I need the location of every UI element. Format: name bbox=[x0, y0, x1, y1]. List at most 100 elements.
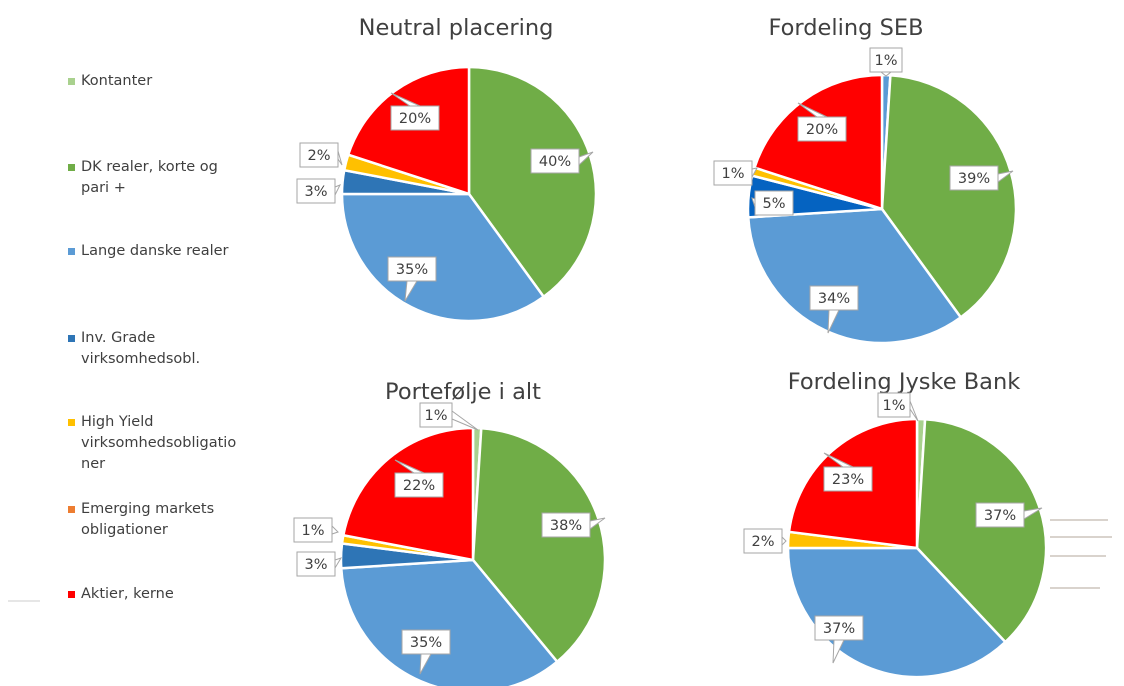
label-text: 2% bbox=[751, 534, 774, 550]
data-label: 1% bbox=[293, 517, 339, 543]
legend-swatch bbox=[68, 506, 75, 513]
legend-swatch bbox=[68, 78, 75, 85]
label-text: 1% bbox=[301, 523, 324, 539]
label-text: 3% bbox=[304, 557, 327, 573]
legend-label: DK realer, korte og pari + bbox=[81, 159, 218, 196]
legend-label: Emerging markets obligationer bbox=[81, 501, 215, 538]
label-box bbox=[541, 512, 591, 538]
label-text: 1% bbox=[721, 166, 744, 182]
label-text: 1% bbox=[424, 408, 447, 424]
legend-item-aktier-kerne: Aktier, kerne bbox=[68, 584, 268, 605]
label-text: 1% bbox=[874, 53, 897, 69]
pie-chart-portefolje-i-alt: Portefølje i alt 1% 38% 35% 3% 1% 22% bbox=[293, 379, 607, 686]
legend-label: Aktier, kerne bbox=[81, 586, 174, 602]
legend-swatch bbox=[68, 164, 75, 171]
label-text: 35% bbox=[396, 262, 428, 278]
label-box bbox=[390, 105, 440, 131]
data-label: 2% bbox=[743, 528, 787, 554]
label-box bbox=[797, 116, 847, 142]
label-box bbox=[869, 47, 903, 73]
legend-item-kontanter: Kontanter bbox=[68, 71, 268, 92]
data-label: 37% bbox=[975, 502, 1043, 528]
label-text: 22% bbox=[403, 478, 435, 494]
pie-chart-fordeling-seb: Fordeling SEB 1% 39% 34% 5% 1% 20% bbox=[713, 15, 1018, 345]
data-label: 40% bbox=[530, 148, 594, 174]
legend-swatch bbox=[68, 591, 75, 598]
label-box bbox=[293, 517, 333, 543]
data-label: 1% bbox=[869, 47, 903, 77]
label-box bbox=[401, 629, 451, 655]
chart-title: Portefølje i alt bbox=[385, 379, 541, 405]
legend-item-lange-danske-realer: Lange danske realer bbox=[68, 241, 268, 262]
label-text: 1% bbox=[882, 398, 905, 414]
label-text: 40% bbox=[539, 154, 571, 170]
label-box bbox=[809, 285, 859, 311]
data-label: 37% bbox=[814, 615, 864, 664]
label-box bbox=[296, 551, 336, 577]
pie-slice bbox=[915, 417, 1048, 644]
pie-slice bbox=[786, 546, 1008, 679]
label-text: 3% bbox=[304, 184, 327, 200]
legend-label: Inv. Grade virksomhedsobl. bbox=[81, 330, 201, 367]
chart-title: Neutral placering bbox=[359, 15, 554, 41]
data-label: 1% bbox=[877, 392, 919, 422]
label-box bbox=[814, 615, 864, 641]
pie-slice bbox=[752, 73, 884, 211]
pie-chart-neutral-placering: Neutral placering 40% 35% 3% 2% 20% bbox=[296, 15, 598, 323]
label-text: 2% bbox=[307, 148, 330, 164]
label-text: 20% bbox=[399, 111, 431, 127]
data-label: 3% bbox=[296, 178, 342, 204]
label-text: 35% bbox=[410, 635, 442, 651]
label-text: 37% bbox=[823, 621, 855, 637]
data-label: 3% bbox=[296, 551, 343, 577]
legend-label: Lange danske realer bbox=[81, 243, 229, 259]
label-box bbox=[713, 160, 753, 186]
label-box bbox=[394, 472, 444, 498]
label-text: 20% bbox=[806, 122, 838, 138]
chart-title: Fordeling SEB bbox=[768, 15, 923, 41]
pie-slice bbox=[339, 558, 559, 686]
label-box bbox=[530, 148, 580, 174]
label-box bbox=[877, 392, 911, 418]
label-text: 5% bbox=[762, 196, 785, 212]
data-label: 34% bbox=[809, 285, 859, 334]
data-label: 1% bbox=[419, 402, 479, 431]
legend-label: Kontanter bbox=[81, 73, 153, 89]
data-label: 38% bbox=[541, 512, 606, 538]
label-pointer bbox=[781, 535, 787, 547]
label-text: 39% bbox=[958, 171, 990, 187]
data-label: 39% bbox=[949, 165, 1014, 191]
legend-swatch bbox=[68, 248, 75, 255]
label-box bbox=[823, 466, 873, 492]
legend-item-inv-grade: Inv. Grade virksomhedsobl. bbox=[68, 328, 268, 370]
legend-item-emerging-markets: Emerging markets obligationer bbox=[68, 499, 268, 541]
legend-label: High Yield virksomhedsobligatio ner bbox=[81, 414, 237, 472]
label-pointer bbox=[337, 150, 343, 166]
chart-title: Fordeling Jyske Bank bbox=[788, 369, 1021, 395]
pie-slice bbox=[340, 192, 546, 323]
label-text: 34% bbox=[818, 291, 850, 307]
background-artifacts bbox=[8, 519, 1112, 602]
label-box bbox=[296, 178, 336, 204]
label-box bbox=[743, 528, 783, 554]
legend-item-high-yield: High Yield virksomhedsobligatio ner bbox=[68, 412, 268, 475]
pie-slice bbox=[746, 207, 963, 345]
label-box bbox=[419, 402, 453, 428]
label-text: 37% bbox=[984, 508, 1016, 524]
label-pointer bbox=[334, 184, 342, 196]
label-text: 38% bbox=[550, 518, 582, 534]
data-label: 22% bbox=[394, 459, 444, 498]
legend-swatch bbox=[68, 419, 75, 426]
label-box bbox=[949, 165, 999, 191]
data-label: 1% bbox=[713, 160, 758, 186]
data-label: 20% bbox=[797, 102, 847, 142]
data-label: 23% bbox=[823, 452, 873, 492]
data-label: 20% bbox=[390, 92, 440, 131]
label-pointer bbox=[331, 524, 339, 535]
label-box bbox=[975, 502, 1025, 528]
pie-chart-fordeling-jyske-bank: Fordeling Jyske Bank 1% 37% 37% 2% 23% bbox=[743, 369, 1048, 679]
data-label: 35% bbox=[401, 629, 451, 675]
label-box bbox=[754, 190, 794, 216]
legend-swatch bbox=[68, 335, 75, 342]
